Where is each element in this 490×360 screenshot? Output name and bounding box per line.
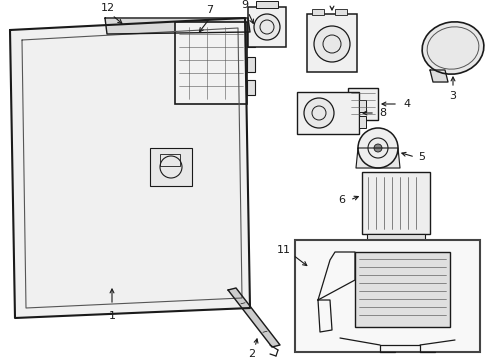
Bar: [307, 14, 357, 72]
Bar: [348, 88, 378, 120]
Text: 5: 5: [418, 152, 425, 162]
Bar: [312, 9, 324, 15]
Polygon shape: [430, 70, 448, 82]
Text: 6: 6: [339, 195, 345, 205]
Text: 7: 7: [206, 5, 214, 15]
Circle shape: [304, 98, 334, 128]
Bar: [247, 80, 255, 95]
Bar: [256, 1, 278, 8]
Bar: [247, 57, 255, 72]
Circle shape: [358, 128, 398, 168]
Bar: [247, 32, 255, 47]
Text: 12: 12: [101, 3, 115, 13]
Bar: [150, 148, 192, 186]
Polygon shape: [10, 18, 250, 318]
Text: 3: 3: [449, 91, 457, 101]
Text: 1: 1: [108, 311, 116, 321]
Bar: [367, 234, 425, 244]
Text: 10: 10: [325, 0, 339, 2]
Circle shape: [254, 14, 280, 40]
Bar: [362, 172, 430, 234]
Polygon shape: [318, 252, 355, 300]
Circle shape: [314, 26, 350, 62]
Polygon shape: [228, 288, 280, 347]
Bar: [160, 154, 180, 166]
Polygon shape: [318, 300, 332, 332]
Bar: [359, 116, 366, 128]
Bar: [355, 252, 450, 327]
Bar: [335, 9, 347, 15]
Bar: [248, 7, 286, 47]
Polygon shape: [105, 18, 250, 34]
Text: 4: 4: [403, 99, 411, 109]
Ellipse shape: [422, 22, 484, 74]
Text: 8: 8: [379, 108, 387, 118]
Bar: [359, 100, 366, 112]
Bar: [175, 22, 247, 104]
Text: 2: 2: [248, 349, 256, 359]
Text: 11: 11: [277, 245, 291, 255]
Circle shape: [374, 144, 382, 152]
Text: 9: 9: [242, 0, 248, 10]
Bar: [297, 92, 359, 134]
Polygon shape: [356, 148, 400, 168]
Bar: [295, 240, 480, 352]
